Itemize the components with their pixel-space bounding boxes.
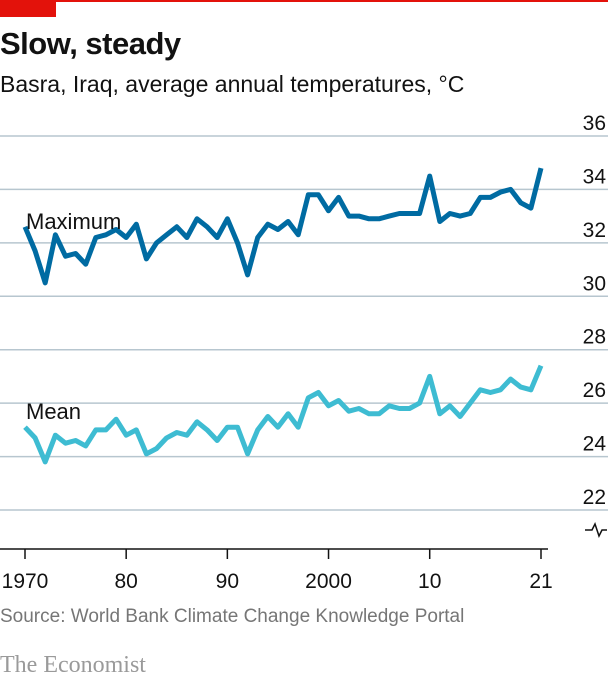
economist-logo: The Economist	[0, 652, 146, 678]
y-tick-label: 34	[583, 165, 607, 188]
y-tick-label: 30	[583, 272, 606, 295]
series-label-maximum: Maximum	[26, 209, 121, 234]
y-tick-label: 22	[583, 486, 606, 509]
x-tick-label: 80	[114, 570, 137, 593]
brand-red-tag	[0, 0, 56, 17]
x-tick-label: 2000	[305, 570, 352, 593]
chart-subtitle: Basra, Iraq, average annual temperatures…	[0, 71, 465, 97]
y-tick-label: 26	[583, 379, 606, 402]
series-labels: Maximum Mean	[26, 209, 121, 424]
series-label-mean: Mean	[26, 399, 81, 424]
line-chart: 22 24 26 28 30 32 34 36 1970 80 90 2000 10 21 Maximu…	[0, 112, 608, 593]
y-tick-label: 36	[583, 112, 606, 135]
source-note: Source: World Bank Climate Change Knowle…	[0, 606, 465, 627]
y-tick-label: 32	[583, 219, 606, 242]
axis-break-icon	[585, 522, 607, 538]
x-tick-label: 1970	[2, 570, 49, 593]
y-axis-break-icon	[585, 522, 607, 538]
series-line-mean	[23, 364, 544, 465]
series-line-maximum	[22, 167, 544, 286]
y-tick-label: 28	[583, 326, 606, 349]
x-tick-label: 90	[216, 570, 239, 593]
y-tick-label: 24	[583, 433, 607, 456]
y-tick-labels: 22 24 26 28 30 32 34 36	[583, 112, 607, 509]
brand-red-rule	[56, 0, 608, 2]
grid-lines	[0, 135, 608, 511]
series-lines	[22, 167, 544, 465]
x-tick-label: 10	[418, 570, 441, 593]
x-axis: 1970 80 90 2000 10 21	[0, 548, 553, 593]
x-tick-label: 21	[529, 570, 552, 593]
chart-title: Slow, steady	[0, 26, 181, 61]
